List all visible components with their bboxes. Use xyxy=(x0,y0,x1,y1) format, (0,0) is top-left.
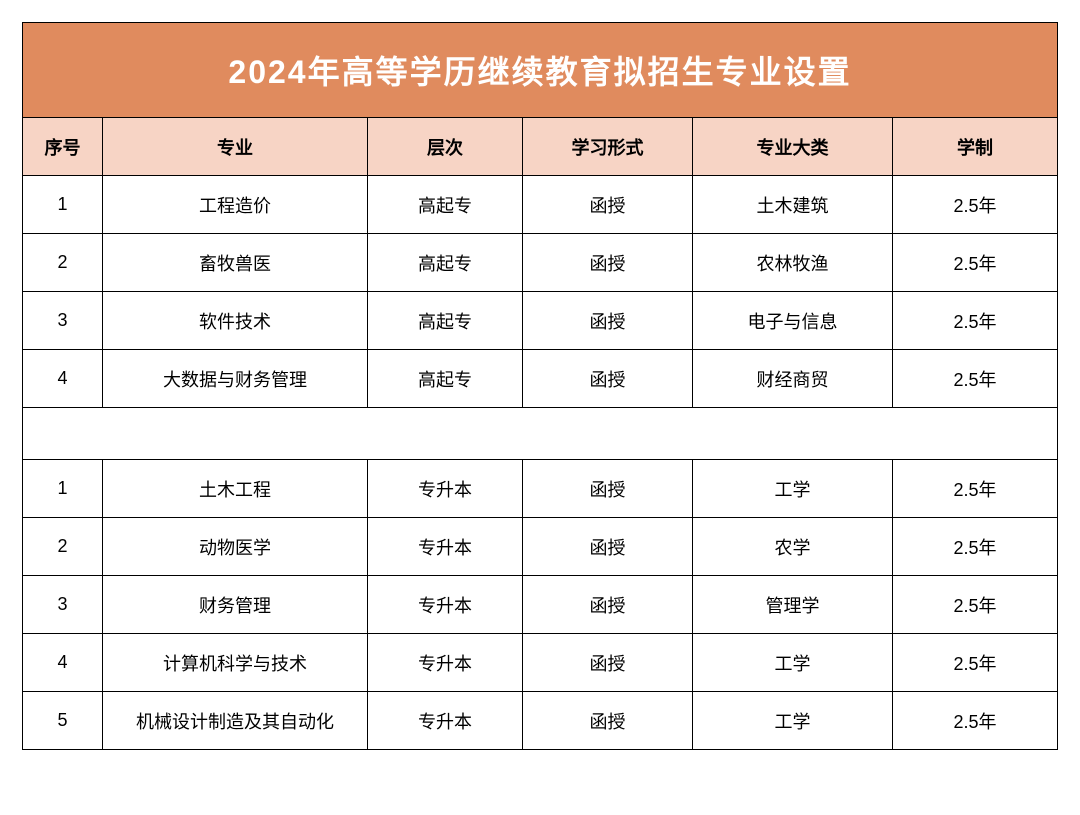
cell-level: 专升本 xyxy=(368,634,523,692)
cell-category: 土木建筑 xyxy=(693,176,893,234)
cell-major: 土木工程 xyxy=(103,460,368,518)
table-row: 4 计算机科学与技术 专升本 函授 工学 2.5年 xyxy=(23,634,1058,692)
cell-level: 专升本 xyxy=(368,460,523,518)
cell-major: 大数据与财务管理 xyxy=(103,350,368,408)
cell-category: 管理学 xyxy=(693,576,893,634)
header-major: 专业 xyxy=(103,118,368,176)
table-row: 2 畜牧兽医 高起专 函授 农林牧渔 2.5年 xyxy=(23,234,1058,292)
cell-major: 财务管理 xyxy=(103,576,368,634)
header-num: 序号 xyxy=(23,118,103,176)
title-row: 2024年高等学历继续教育拟招生专业设置 xyxy=(23,23,1058,118)
cell-level: 专升本 xyxy=(368,518,523,576)
cell-num: 4 xyxy=(23,634,103,692)
spacer-row xyxy=(23,408,1058,460)
cell-category: 农林牧渔 xyxy=(693,234,893,292)
cell-num: 4 xyxy=(23,350,103,408)
cell-level: 高起专 xyxy=(368,350,523,408)
cell-form: 函授 xyxy=(523,350,693,408)
cell-major: 工程造价 xyxy=(103,176,368,234)
cell-major: 机械设计制造及其自动化 xyxy=(103,692,368,750)
cell-major: 计算机科学与技术 xyxy=(103,634,368,692)
cell-level: 高起专 xyxy=(368,292,523,350)
cell-num: 1 xyxy=(23,176,103,234)
header-category: 专业大类 xyxy=(693,118,893,176)
cell-category: 农学 xyxy=(693,518,893,576)
cell-level: 高起专 xyxy=(368,234,523,292)
table-row: 5 机械设计制造及其自动化 专升本 函授 工学 2.5年 xyxy=(23,692,1058,750)
cell-major: 畜牧兽医 xyxy=(103,234,368,292)
cell-num: 3 xyxy=(23,576,103,634)
cell-form: 函授 xyxy=(523,234,693,292)
table-row: 3 财务管理 专升本 函授 管理学 2.5年 xyxy=(23,576,1058,634)
cell-form: 函授 xyxy=(523,692,693,750)
cell-num: 3 xyxy=(23,292,103,350)
cell-form: 函授 xyxy=(523,576,693,634)
cell-num: 2 xyxy=(23,518,103,576)
cell-category: 工学 xyxy=(693,634,893,692)
cell-form: 函授 xyxy=(523,518,693,576)
cell-duration: 2.5年 xyxy=(893,234,1058,292)
cell-form: 函授 xyxy=(523,176,693,234)
cell-category: 工学 xyxy=(693,692,893,750)
majors-table: 2024年高等学历继续教育拟招生专业设置 序号 专业 层次 学习形式 专业大类 … xyxy=(22,22,1058,750)
cell-form: 函授 xyxy=(523,292,693,350)
cell-major: 动物医学 xyxy=(103,518,368,576)
cell-category: 财经商贸 xyxy=(693,350,893,408)
cell-duration: 2.5年 xyxy=(893,460,1058,518)
table-title: 2024年高等学历继续教育拟招生专业设置 xyxy=(23,23,1058,118)
cell-num: 2 xyxy=(23,234,103,292)
cell-level: 高起专 xyxy=(368,176,523,234)
cell-duration: 2.5年 xyxy=(893,518,1058,576)
table-row: 3 软件技术 高起专 函授 电子与信息 2.5年 xyxy=(23,292,1058,350)
cell-duration: 2.5年 xyxy=(893,634,1058,692)
cell-num: 1 xyxy=(23,460,103,518)
header-level: 层次 xyxy=(368,118,523,176)
cell-category: 电子与信息 xyxy=(693,292,893,350)
header-duration: 学制 xyxy=(893,118,1058,176)
spacer-cell xyxy=(23,408,1058,460)
table-row: 1 工程造价 高起专 函授 土木建筑 2.5年 xyxy=(23,176,1058,234)
cell-duration: 2.5年 xyxy=(893,176,1058,234)
table-row: 4 大数据与财务管理 高起专 函授 财经商贸 2.5年 xyxy=(23,350,1058,408)
cell-form: 函授 xyxy=(523,460,693,518)
header-row: 序号 专业 层次 学习形式 专业大类 学制 xyxy=(23,118,1058,176)
cell-form: 函授 xyxy=(523,634,693,692)
cell-duration: 2.5年 xyxy=(893,350,1058,408)
cell-category: 工学 xyxy=(693,460,893,518)
table-row: 2 动物医学 专升本 函授 农学 2.5年 xyxy=(23,518,1058,576)
cell-level: 专升本 xyxy=(368,692,523,750)
table-row: 1 土木工程 专升本 函授 工学 2.5年 xyxy=(23,460,1058,518)
cell-duration: 2.5年 xyxy=(893,576,1058,634)
cell-duration: 2.5年 xyxy=(893,692,1058,750)
header-form: 学习形式 xyxy=(523,118,693,176)
cell-num: 5 xyxy=(23,692,103,750)
cell-duration: 2.5年 xyxy=(893,292,1058,350)
cell-major: 软件技术 xyxy=(103,292,368,350)
cell-level: 专升本 xyxy=(368,576,523,634)
